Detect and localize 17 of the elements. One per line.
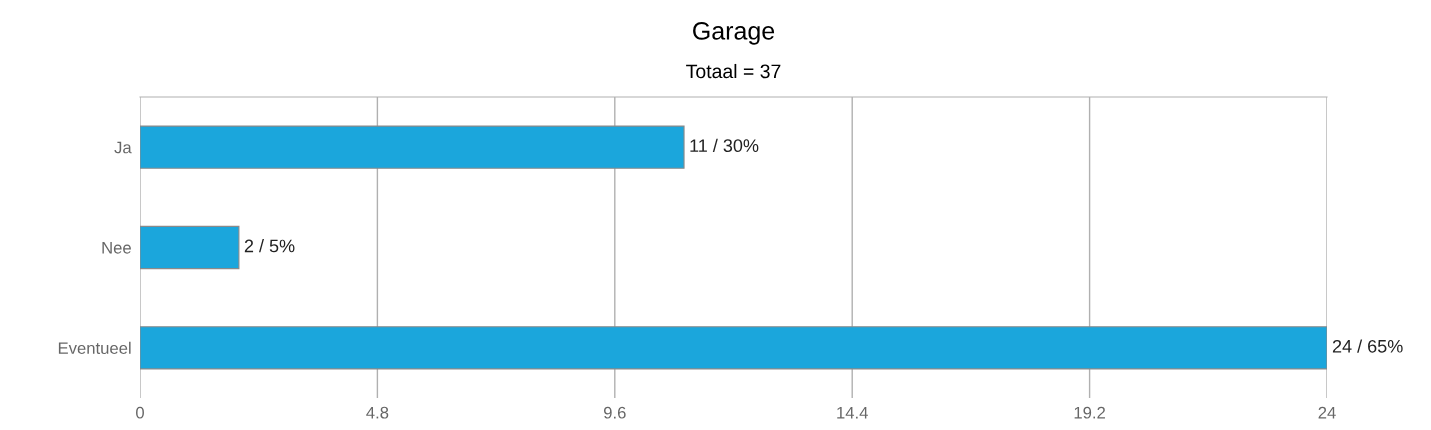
data-label: 24 / 65% [1332, 339, 1403, 353]
bar [140, 125, 685, 169]
x-tick-label: 0 [136, 406, 144, 419]
bar [140, 326, 1327, 370]
chart-title: Garage [693, 22, 775, 45]
data-label: 2 / 5% [244, 239, 295, 253]
x-tick-label: 4.8 [366, 406, 389, 419]
x-tick-label: 24 [1318, 406, 1336, 419]
x-tick-label: 14.4 [837, 406, 868, 419]
x-tick-label: 9.6 [604, 406, 626, 419]
chart-subtitle: Totaal = 37 [686, 63, 781, 79]
y-tick-label: Nee [102, 242, 131, 254]
x-tick-label: 19.2 [1074, 406, 1105, 419]
y-tick-label: Eventueel [58, 341, 131, 355]
y-tick-label: Ja [114, 141, 132, 154]
data-label: 11 / 30% [690, 138, 759, 153]
bar [140, 225, 240, 270]
